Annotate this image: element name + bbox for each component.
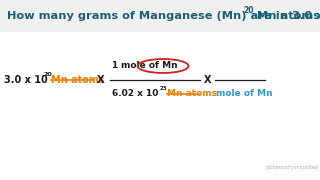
Text: Mn atoms?: Mn atoms?: [253, 11, 320, 21]
Text: @chemistrysimplified: @chemistrysimplified: [266, 165, 318, 170]
Text: 20: 20: [243, 6, 253, 15]
Text: X: X: [204, 75, 212, 85]
Text: 1: 1: [112, 62, 121, 71]
Bar: [0, 32, 320, 180]
Text: X: X: [97, 75, 105, 85]
Text: 23: 23: [160, 87, 168, 91]
Text: 20: 20: [43, 71, 52, 76]
Text: mole of Mn: mole of Mn: [216, 89, 273, 98]
Text: mole of Mn: mole of Mn: [121, 62, 178, 71]
Text: 6.02 x 10: 6.02 x 10: [112, 89, 158, 98]
Text: 3.0 x 10: 3.0 x 10: [4, 75, 48, 85]
Text: Mn atoms: Mn atoms: [51, 75, 105, 85]
Bar: [0, 0, 320, 32]
Text: Mn atoms: Mn atoms: [167, 89, 217, 98]
Text: How many grams of Manganese (Mn) are in 3.0 x 10: How many grams of Manganese (Mn) are in …: [7, 11, 320, 21]
